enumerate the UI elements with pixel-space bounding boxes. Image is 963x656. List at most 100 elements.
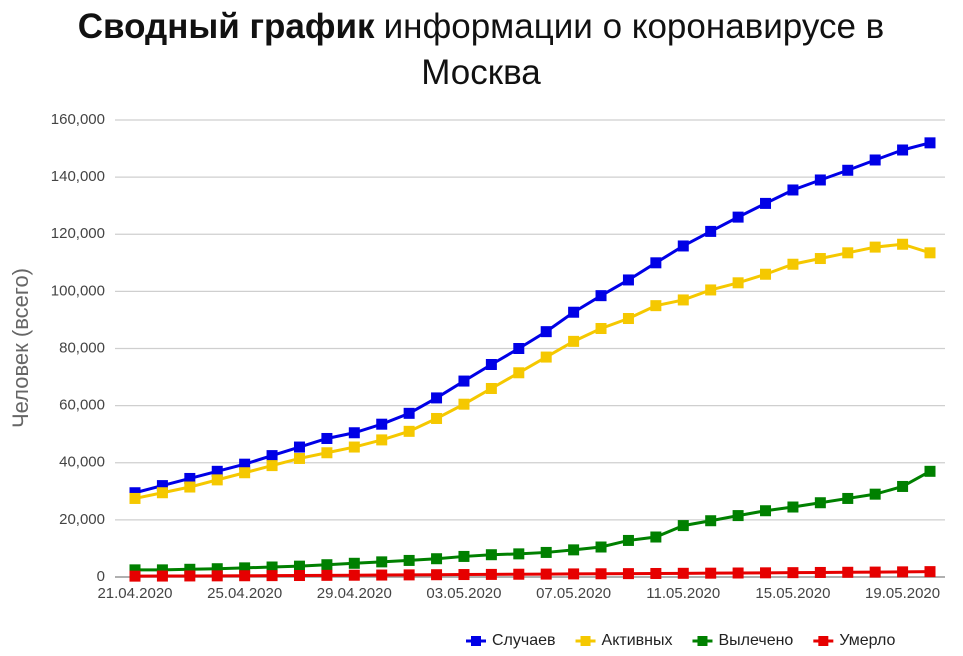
point xyxy=(622,568,634,580)
point xyxy=(705,225,717,237)
y-axis-label: Человек (всего) xyxy=(8,268,33,428)
point xyxy=(184,481,196,493)
point xyxy=(842,566,854,578)
y-tick-label: 140,000 xyxy=(51,168,105,185)
point xyxy=(266,460,278,472)
point xyxy=(540,546,552,558)
title-text: информации о коронавирусе в Москва xyxy=(383,7,885,92)
point xyxy=(321,447,333,459)
point xyxy=(595,323,607,335)
point xyxy=(568,306,580,318)
point xyxy=(924,247,936,259)
point xyxy=(485,568,497,580)
point xyxy=(321,569,333,581)
x-tick-label: 11.05.2020 xyxy=(646,585,720,602)
point xyxy=(677,520,689,532)
point xyxy=(897,238,909,250)
y-tick-label: 40,000 xyxy=(59,454,105,471)
point xyxy=(677,240,689,252)
point xyxy=(376,434,388,446)
legend-marker xyxy=(818,636,829,646)
legend-marker xyxy=(697,636,708,646)
point xyxy=(568,544,580,556)
point xyxy=(650,300,662,312)
point xyxy=(348,569,360,581)
point xyxy=(485,549,497,561)
point xyxy=(239,570,251,582)
legend-label: Активных xyxy=(602,632,673,649)
point xyxy=(897,566,909,578)
point xyxy=(376,569,388,581)
point xyxy=(403,554,415,566)
point xyxy=(760,268,772,280)
legend-label: Вылечено xyxy=(718,632,793,649)
point xyxy=(129,564,141,576)
point xyxy=(513,548,525,560)
point xyxy=(266,450,278,462)
point xyxy=(924,465,936,477)
point xyxy=(431,412,443,424)
point xyxy=(156,480,168,492)
series-line xyxy=(134,141,931,495)
y-tick-label: 60,000 xyxy=(59,397,105,414)
x-tick-label: 15.05.2020 xyxy=(755,585,830,602)
point xyxy=(568,335,580,347)
point xyxy=(293,452,305,464)
x-tick-label: 07.05.2020 xyxy=(536,585,611,602)
point xyxy=(540,568,552,580)
point xyxy=(458,550,470,562)
x-tick-label: 29.04.2020 xyxy=(317,585,392,602)
point xyxy=(403,569,415,581)
point xyxy=(540,326,552,338)
point xyxy=(184,563,196,575)
legend-item: Вылечено xyxy=(692,632,793,649)
point xyxy=(814,566,826,578)
point xyxy=(293,560,305,572)
point xyxy=(869,154,881,166)
x-tick-label: 03.05.2020 xyxy=(426,585,501,602)
point xyxy=(129,570,141,582)
chart-title: Сводный график информации о коронавирусе … xyxy=(31,4,931,96)
point xyxy=(842,492,854,504)
point xyxy=(266,561,278,573)
legend-item: Случаев xyxy=(466,632,556,649)
point xyxy=(897,144,909,156)
point xyxy=(568,568,580,580)
point xyxy=(239,467,251,479)
point xyxy=(869,241,881,253)
point xyxy=(458,375,470,387)
point xyxy=(513,568,525,580)
point xyxy=(403,425,415,437)
point xyxy=(677,294,689,306)
point xyxy=(705,284,717,296)
point xyxy=(924,566,936,578)
point xyxy=(266,570,278,582)
point xyxy=(156,564,168,576)
point xyxy=(787,184,799,196)
point xyxy=(376,418,388,430)
point xyxy=(211,570,223,582)
point xyxy=(732,567,744,579)
point xyxy=(760,567,772,579)
point xyxy=(924,137,936,149)
point xyxy=(431,569,443,581)
point xyxy=(156,487,168,499)
x-tick-label: 25.04.2020 xyxy=(207,585,282,602)
point xyxy=(184,570,196,582)
point xyxy=(897,480,909,492)
point xyxy=(485,382,497,394)
legend-item: Умерло xyxy=(813,632,896,649)
point xyxy=(513,367,525,379)
point xyxy=(431,553,443,565)
point xyxy=(458,398,470,410)
point xyxy=(705,515,717,527)
point xyxy=(787,567,799,579)
point xyxy=(760,505,772,517)
point xyxy=(814,174,826,186)
point xyxy=(787,501,799,513)
point xyxy=(842,164,854,176)
y-tick-label: 0 xyxy=(97,568,105,585)
series-line xyxy=(135,470,931,572)
y-tick-label: 20,000 xyxy=(59,511,105,528)
point xyxy=(184,472,196,484)
